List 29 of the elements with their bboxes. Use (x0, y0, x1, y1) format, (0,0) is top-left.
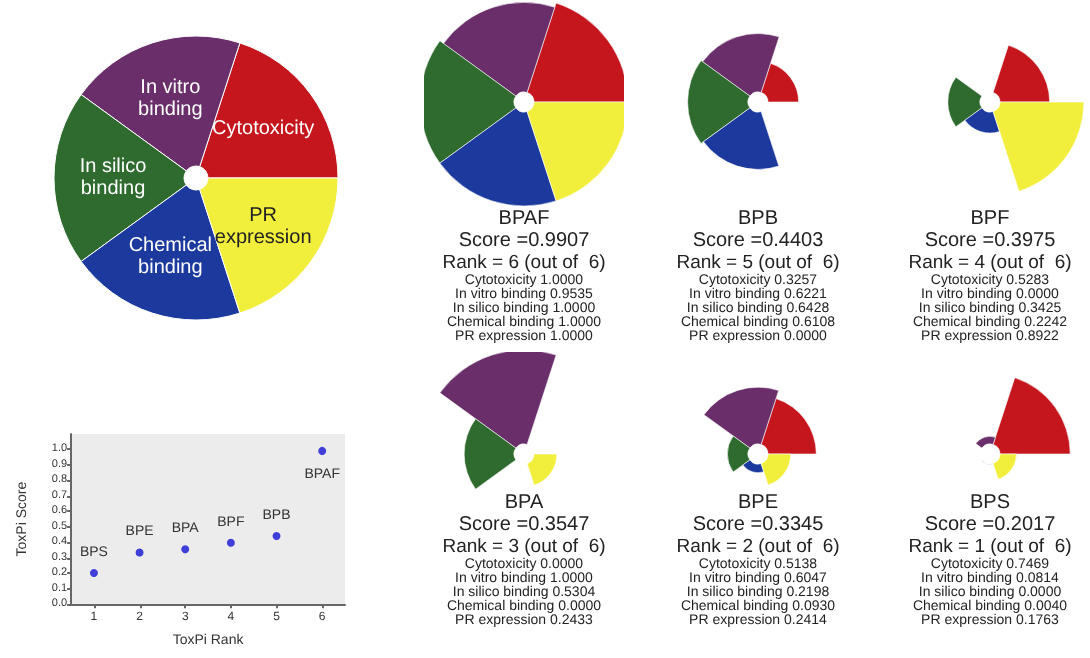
slice-label: Chemical binding (128, 234, 213, 279)
slice-label: In vitro binding (138, 77, 203, 122)
text: Score =0.3975 (922, 230, 1058, 252)
text: BPA (502, 492, 546, 514)
text: Rank = 6 (out of 6) (440, 252, 608, 274)
text: BPAF (496, 208, 552, 230)
text: Score =0.4403 (690, 230, 826, 252)
text: Rank = 2 (out of 6) (674, 536, 842, 558)
text: BPE (735, 492, 780, 514)
text: Rank = 5 (out of 6) (674, 252, 842, 274)
text: Score =0.2017 (922, 514, 1058, 536)
slice-label: PR expression (214, 204, 312, 249)
text: Score =0.3345 (690, 514, 826, 536)
text: Rank = 4 (out of 6) (906, 252, 1074, 274)
text: BPB (735, 208, 780, 230)
text: Score =0.3547 (456, 514, 592, 536)
point (181, 545, 190, 554)
point (135, 548, 144, 557)
point (89, 568, 98, 577)
text: BPS (967, 492, 1012, 514)
point (226, 538, 235, 547)
text: Rank = 3 (out of 6) (440, 536, 608, 558)
text: BPF (968, 208, 1012, 230)
slice-label: Cytotoxicity (212, 118, 315, 141)
text: Score =0.9907 (456, 230, 592, 252)
text: Rank = 1 (out of 6) (906, 536, 1074, 558)
point (318, 446, 327, 455)
slice-label: In silico binding (79, 156, 148, 200)
point (272, 532, 281, 541)
